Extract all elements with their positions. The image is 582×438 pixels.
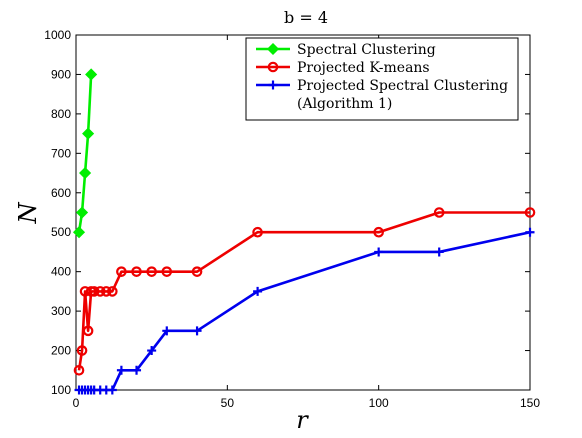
y-tick-label: 400 (51, 265, 71, 279)
y-axis: 100 200 300 400 500 600 700 800 900 1000 (44, 28, 530, 397)
y-tick-label: 800 (51, 107, 71, 121)
series-spectral-clustering (72, 68, 98, 239)
series-line-projected-kmeans (77, 211, 530, 371)
data-point-projected-spectral-clustering (107, 385, 117, 395)
series-line-projected-spectral-clustering (79, 230, 531, 392)
y-tick-label: 600 (51, 186, 71, 200)
data-point-projected-spectral-clustering (434, 247, 444, 257)
data-point-projected-kmeans (146, 266, 157, 277)
legend: Spectral Clustering Projected K-means Proj… (245, 37, 519, 121)
y-tick-label: 1000 (44, 28, 71, 42)
series-layer (72, 68, 536, 395)
data-point-projected-kmeans (116, 266, 127, 277)
y-axis-title: N (14, 202, 42, 225)
data-point-projected-spectral-clustering (162, 326, 172, 336)
x-tick-label: 150 (520, 396, 540, 410)
legend-label-spectral-clustering: Spectral Clustering (297, 42, 436, 58)
data-point-projected-spectral-clustering (132, 365, 142, 375)
y-tick-label: 500 (51, 225, 71, 239)
legend-label-projected-spectral-clustering: Projected Spectral Clustering (297, 78, 508, 94)
legend-label-projected-spectral-clustering-line2: (Algorithm 1) (297, 96, 392, 112)
series-projected-spectral-clustering (74, 227, 535, 395)
chart-title: b = 4 (284, 8, 328, 27)
legend-marker-spectral-clustering (266, 42, 280, 56)
y-tick-label: 700 (51, 146, 71, 160)
data-point-projected-spectral-clustering (116, 365, 126, 375)
x-tick-label: 0 (73, 396, 80, 410)
x-axis-title: r (296, 406, 309, 434)
data-point-spectral-clustering (82, 127, 95, 140)
data-point-spectral-clustering (72, 226, 86, 239)
data-point-projected-spectral-clustering (253, 286, 263, 296)
legend-marker-projected-kmeans (267, 61, 279, 73)
data-point-projected-kmeans (76, 345, 88, 356)
data-point-projected-kmeans (107, 286, 118, 297)
data-point-projected-kmeans (252, 226, 263, 238)
data-point-projected-kmeans (524, 207, 536, 218)
y-tick-label: 300 (51, 304, 71, 318)
data-point-projected-kmeans (88, 286, 100, 297)
data-point-projected-kmeans (433, 207, 445, 218)
x-axis: 0 50 100 150 (73, 35, 540, 410)
series-projected-kmeans (73, 207, 536, 376)
y-tick-label: 200 (51, 344, 71, 358)
data-point-projected-kmeans (373, 226, 384, 238)
y-tick-label: 100 (51, 383, 71, 397)
data-point-spectral-clustering (75, 206, 89, 219)
x-tick-label: 100 (369, 396, 389, 410)
data-point-projected-kmeans (82, 325, 94, 337)
data-point-projected-spectral-clustering (192, 326, 202, 336)
data-point-spectral-clustering (79, 166, 92, 180)
data-point-projected-kmeans (161, 266, 173, 277)
data-point-projected-spectral-clustering (525, 227, 535, 237)
data-point-projected-kmeans (100, 286, 112, 297)
legend-label-projected-kmeans: Projected K-means (297, 60, 430, 76)
data-point-projected-spectral-clustering (374, 247, 384, 257)
data-point-projected-kmeans (94, 286, 106, 297)
legend-box (245, 37, 519, 121)
y-tick-label: 900 (51, 67, 71, 81)
legend-marker-projected-spectral-clustering (268, 80, 278, 90)
x-tick-label: 50 (221, 396, 235, 410)
data-point-projected-kmeans (191, 266, 203, 277)
data-point-spectral-clustering (85, 68, 98, 81)
data-point-projected-spectral-clustering (147, 346, 157, 356)
data-point-projected-kmeans (73, 364, 85, 376)
data-point-projected-kmeans (131, 266, 142, 277)
